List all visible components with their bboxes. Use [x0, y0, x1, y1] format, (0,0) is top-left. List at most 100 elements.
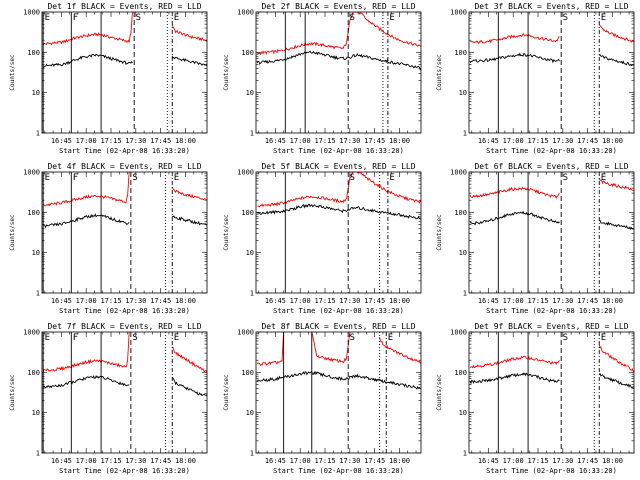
event-marker-label: S: [563, 333, 568, 343]
x-tick-label: 18:00: [602, 457, 623, 465]
y-tick-label: 100: [27, 49, 40, 57]
plot-frame: [255, 11, 422, 134]
y-tick-label: 10: [459, 249, 467, 257]
panel-title: Det 8f BLACK = Events, RED = LLD: [261, 322, 415, 331]
x-tick-label: 17:45: [364, 297, 385, 305]
x-tick-label: 17:30: [552, 457, 573, 465]
x-tick-label: 17:00: [76, 297, 97, 305]
event-marker-label: E: [174, 173, 179, 183]
x-tick-label: 17:00: [503, 137, 524, 145]
event-marker-label: E: [601, 173, 606, 183]
plot-area: [469, 344, 634, 389]
lld-series-line: [598, 344, 634, 373]
x-tick-label: 18:00: [602, 137, 623, 145]
x-tick-label: 17:15: [527, 457, 548, 465]
lld-series-line: [256, 12, 421, 55]
lld-series-line: [171, 346, 207, 374]
lld-series-line: [379, 336, 421, 364]
y-tick-label: 10: [246, 89, 254, 97]
y-tick-label: 100: [454, 369, 467, 377]
plot-frame: [41, 171, 208, 294]
x-tick-label: 18:00: [602, 297, 623, 305]
lld-series-line: [598, 23, 634, 43]
x-tick-label: 17:15: [100, 137, 121, 145]
x-axis-label: Start Time (02-Apr-08 16:33:20): [273, 147, 404, 155]
y-tick-label: 10: [32, 409, 40, 417]
event-marker-label: F: [73, 13, 78, 23]
y-tick-label: 1: [36, 130, 40, 138]
x-tick-label: 17:45: [150, 457, 171, 465]
x-tick-label: 16:45: [478, 137, 499, 145]
x-axis-label: Start Time (02-Apr-08 16:33:20): [486, 467, 617, 475]
x-tick-label: 17:00: [503, 297, 524, 305]
event-marker-label: S: [350, 333, 355, 343]
lld-series-line: [171, 186, 207, 201]
y-tick-label: 10: [246, 249, 254, 257]
x-tick-label: 17:15: [100, 297, 121, 305]
events-series-line: [598, 219, 634, 231]
plot-area: [256, 332, 421, 390]
plot-area: [469, 23, 634, 67]
x-tick-label: 17:30: [552, 297, 573, 305]
panel-det-9f: Det 9f BLACK = Events, RED = LLD Counts/s…: [436, 322, 635, 475]
y-tick-label: 100: [27, 209, 40, 217]
x-tick-label: 17:15: [314, 137, 335, 145]
events-series-line: [256, 370, 421, 390]
events-series-line: [469, 52, 560, 64]
lld-series-line: [469, 186, 560, 200]
events-series-line: [43, 53, 133, 68]
lld-series-line: [256, 172, 421, 208]
y-axis-label: Counts/sec: [223, 374, 230, 411]
y-tick-label: 1000: [450, 9, 467, 17]
x-tick-label: 16:45: [265, 297, 286, 305]
events-series-line: [42, 212, 130, 229]
x-tick-label: 16:45: [51, 137, 72, 145]
event-marker-label: E: [45, 333, 50, 343]
y-tick-label: 1: [463, 450, 467, 458]
events-series-line: [171, 55, 207, 67]
y-axis-label: Counts/sec: [436, 374, 443, 411]
y-tick-label: 1000: [237, 329, 254, 337]
x-tick-label: 17:00: [76, 137, 97, 145]
events-series-line: [256, 203, 421, 220]
event-marker-label: E: [388, 333, 393, 343]
lld-series-line: [256, 332, 285, 367]
panel-title: Det 6f BLACK = Events, RED = LLD: [474, 162, 628, 171]
panel-det-3f: Det 3f BLACK = Events, RED = LLD Counts/s…: [436, 2, 635, 155]
y-tick-label: 100: [241, 209, 254, 217]
x-tick-label: 16:45: [478, 297, 499, 305]
plot-frame: [468, 11, 635, 134]
panel-det-8f: Det 8f BLACK = Events, RED = LLD Counts/s…: [223, 322, 422, 475]
x-axis-label: Start Time (02-Apr-08 16:33:20): [486, 147, 617, 155]
y-tick-label: 1000: [23, 9, 40, 17]
y-axis-label: Counts/sec: [9, 214, 16, 251]
x-tick-label: 17:45: [577, 457, 598, 465]
plot-frame: [255, 331, 422, 454]
panel-title: Det 7f BLACK = Events, RED = LLD: [47, 322, 201, 331]
y-tick-label: 1000: [237, 9, 254, 17]
y-tick-label: 100: [454, 49, 467, 57]
panel-title: Det 5f BLACK = Events, RED = LLD: [261, 162, 415, 171]
y-tick-label: 1000: [450, 329, 467, 337]
event-marker-label: E: [389, 173, 394, 183]
events-series-line: [469, 210, 560, 226]
lld-series-line: [171, 24, 207, 42]
y-tick-label: 1000: [450, 169, 467, 177]
x-axis-label: Start Time (02-Apr-08 16:33:20): [273, 307, 404, 315]
x-tick-label: 17:00: [290, 297, 311, 305]
y-axis-label: Counts/sec: [436, 54, 443, 91]
lld-series-line: [469, 355, 560, 369]
events-series-line: [171, 215, 207, 226]
x-tick-label: 18:00: [389, 137, 410, 145]
event-marker-label: E: [389, 13, 394, 23]
y-tick-label: 100: [27, 369, 40, 377]
panel-title: Det 1f BLACK = Events, RED = LLD: [47, 2, 201, 11]
x-tick-label: 17:30: [125, 137, 146, 145]
y-tick-label: 100: [241, 369, 254, 377]
plot-area: [256, 172, 421, 220]
plot-area: [42, 12, 207, 68]
event-marker-label: S: [563, 173, 568, 183]
x-tick-label: 17:00: [76, 457, 97, 465]
x-tick-label: 16:45: [478, 457, 499, 465]
